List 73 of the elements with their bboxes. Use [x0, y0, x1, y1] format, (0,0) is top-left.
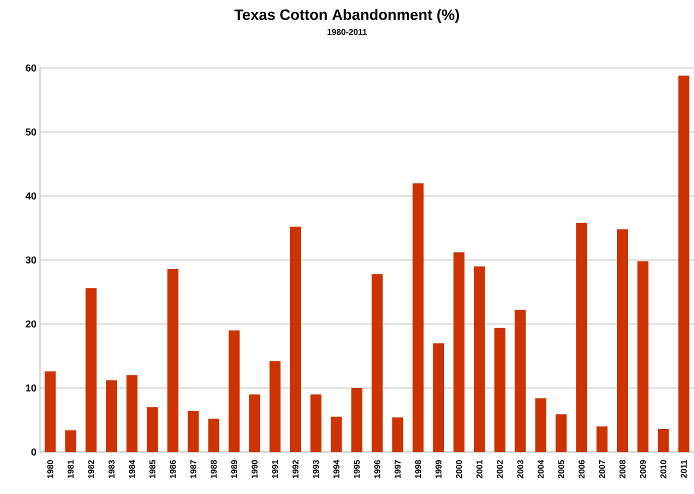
- x-tick-label: 1994: [333, 460, 340, 478]
- bar: [167, 268, 178, 452]
- x-tick-label: 1987: [190, 460, 196, 478]
- bar: [372, 274, 383, 452]
- x-tick-label: 1997: [394, 460, 401, 478]
- x-tick-label: 1990: [252, 460, 258, 478]
- bar: [86, 288, 97, 452]
- y-tick-label: 30: [26, 256, 36, 264]
- bar: [494, 328, 506, 452]
- bar: [270, 361, 281, 452]
- bar: [44, 371, 56, 452]
- bar: [351, 388, 362, 452]
- y-tick-label: 60: [26, 64, 36, 72]
- x-tick-label: 1980: [47, 460, 54, 478]
- x-tick-label: 1992: [292, 460, 298, 478]
- x-tick-label: 1981: [68, 460, 74, 478]
- x-tick-label: 1986: [170, 460, 176, 478]
- bar: [310, 394, 322, 452]
- bar: [474, 266, 485, 452]
- x-tick-label: 2007: [599, 460, 606, 478]
- bar: [65, 430, 76, 452]
- bar: [658, 428, 669, 452]
- x-tick-label: 1989: [231, 460, 238, 478]
- y-tick-label: 40: [26, 192, 36, 200]
- bar: [330, 416, 342, 452]
- bar: [126, 375, 138, 452]
- bar: [208, 418, 220, 452]
- y-tick-label: 20: [26, 320, 36, 328]
- x-tick-label: 2005: [558, 460, 564, 478]
- bar: [637, 261, 648, 452]
- x-tick-label: 2009: [640, 460, 646, 478]
- x-tick-label: 2010: [660, 460, 666, 478]
- x-tick-label: 2001: [476, 460, 482, 478]
- x-tick-label: 1996: [374, 460, 380, 478]
- x-tick-label: 2008: [619, 460, 626, 478]
- bar: [228, 330, 240, 452]
- x-tick-label: 2006: [578, 460, 585, 478]
- bar: [678, 76, 690, 452]
- x-tick-label: 1991: [272, 460, 278, 478]
- chart-title: Texas Cotton Abandonment (%): [234, 9, 460, 23]
- bar: [412, 183, 424, 452]
- bar: [514, 310, 526, 452]
- x-tick-label: 1984: [128, 460, 135, 478]
- bar: [453, 252, 464, 452]
- bar: [290, 226, 301, 452]
- x-tick-label: 1982: [88, 460, 94, 478]
- y-tick-label: 0: [31, 448, 36, 456]
- bar: [576, 222, 588, 452]
- x-tick-label: 1983: [108, 460, 115, 478]
- chart-subtitle: 1980-2011: [328, 29, 367, 35]
- x-tick-label: 1993: [312, 460, 319, 478]
- bar: [596, 426, 608, 452]
- bar: [146, 407, 158, 452]
- x-tick-label: 2000: [456, 460, 462, 478]
- x-tick-label: 2002: [496, 460, 503, 478]
- y-tick-label: 10: [26, 384, 36, 392]
- x-tick-label: 1988: [210, 460, 217, 478]
- bar: [616, 229, 628, 452]
- bar: [249, 394, 260, 452]
- bar: [188, 411, 199, 452]
- x-tick-label: 2003: [517, 460, 524, 478]
- bar: [556, 414, 567, 452]
- x-tick-label: 2004: [538, 460, 544, 478]
- x-tick-label: 1995: [354, 460, 360, 478]
- x-tick-label: 1985: [149, 460, 156, 478]
- bar: [535, 398, 546, 452]
- x-tick-label: 1999: [436, 460, 442, 478]
- bar: [433, 343, 444, 452]
- bar: [106, 380, 118, 452]
- x-tick-label: 1998: [415, 460, 422, 478]
- y-tick-label: 50: [26, 128, 36, 136]
- x-tick-label: 2011: [680, 460, 687, 478]
- bar: [392, 417, 404, 452]
